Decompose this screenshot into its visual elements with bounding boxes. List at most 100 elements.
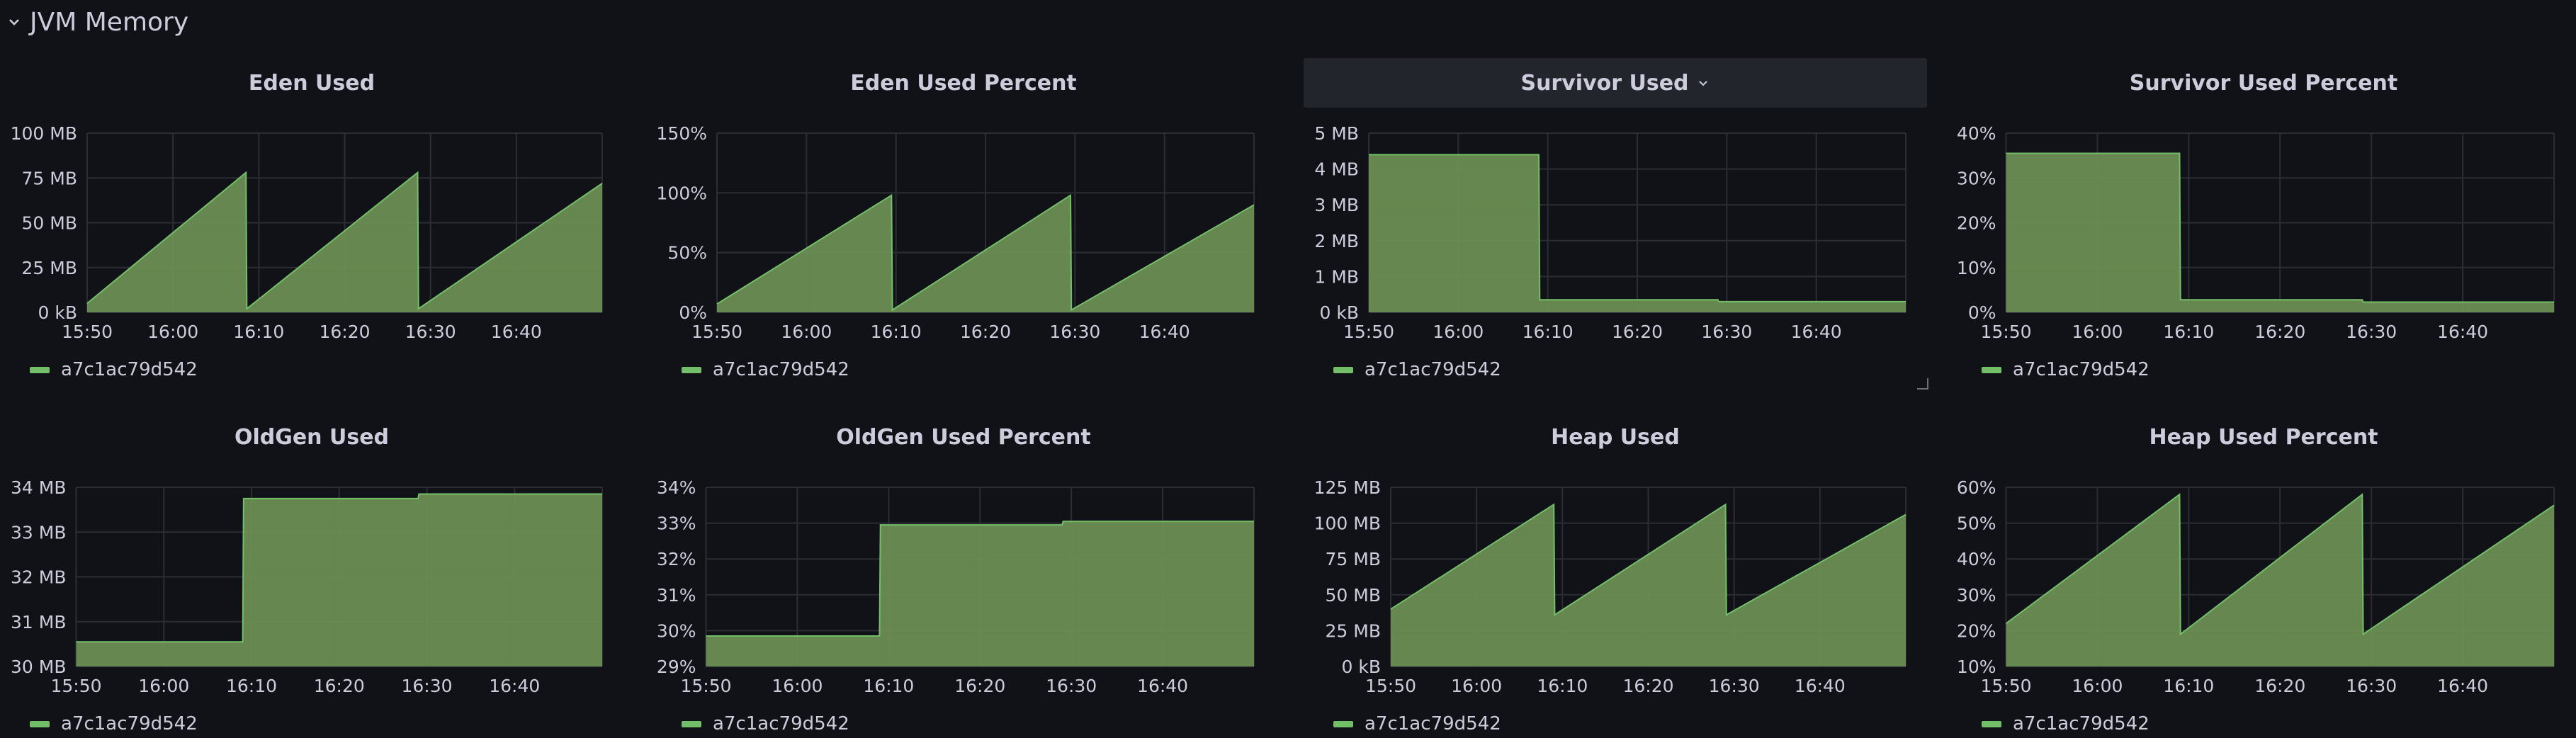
x-tick-label: 16:10 <box>2163 676 2214 696</box>
panel-header[interactable]: Eden Used Percent <box>652 58 1275 108</box>
chart-area: 29% 30% 31% 32% 33% 34% 15:50 16:00 16:10 16:20 16… <box>657 477 1255 696</box>
series-line <box>2005 493 2555 636</box>
x-tick-label: 16:00 <box>2072 676 2123 696</box>
panel-eden-used-percent[interactable]: Eden Used Percent 0% 50% 100% 150% 15:50 16:00… <box>652 58 1275 384</box>
series-area <box>706 521 1254 666</box>
series-line <box>76 493 602 643</box>
legend-item[interactable]: a7c1ac79d542 <box>30 359 198 380</box>
x-tick-label: 15:50 <box>691 322 742 342</box>
y-tick-label: 30% <box>1957 168 1996 188</box>
series-area <box>87 172 602 312</box>
chevron-down-icon <box>1698 81 1707 86</box>
x-tick-label: 16:40 <box>1795 676 1846 696</box>
x-tick-label: 16:30 <box>405 322 456 342</box>
legend-label: a7c1ac79d542 <box>2013 713 2150 734</box>
panel-header[interactable]: Heap Used Percent <box>1952 412 2575 462</box>
y-tick-label: 30 MB <box>11 657 66 677</box>
x-tick-label: 16:00 <box>772 676 823 696</box>
x-tick-label: 16:00 <box>1433 322 1484 342</box>
x-tick-label: 16:40 <box>2437 676 2488 696</box>
y-tick-label: 25 MB <box>22 258 77 278</box>
y-tick-label: 34 MB <box>11 477 66 498</box>
panel-header[interactable]: Heap Used <box>1304 412 1927 462</box>
series-area <box>717 195 1254 312</box>
x-tick-label: 16:00 <box>147 322 198 342</box>
x-tick-label: 16:30 <box>1046 676 1097 696</box>
y-tick-label: 30% <box>1957 585 1996 606</box>
panel-heap-used[interactable]: Heap Used 0 kB 25 MB 50 MB 75 MB 100 MB 125 MB… <box>1304 412 1927 738</box>
x-tick-label: 16:10 <box>871 322 922 342</box>
panel-header[interactable]: Survivor Used <box>1304 58 1927 108</box>
legend-item[interactable]: a7c1ac79d542 <box>682 359 849 380</box>
panel-survivor-used[interactable]: Survivor Used 0 kB 1 MB 2 MB 3 MB 4 MB 5 MB 15:… <box>1304 58 1928 390</box>
legend-item[interactable]: a7c1ac79d542 <box>30 713 198 734</box>
x-tick-label: 16:20 <box>2254 322 2305 342</box>
series-area <box>76 494 602 666</box>
series-line <box>716 193 1255 312</box>
y-tick-label: 20% <box>1957 620 1996 641</box>
chart-area: 0 kB 1 MB 2 MB 3 MB 4 MB 5 MB 15:50 16:00 16:10 1… <box>1314 123 1906 342</box>
legend-item[interactable]: a7c1ac79d542 <box>1333 713 1501 734</box>
panel-title: Eden Used Percent <box>850 70 1077 96</box>
x-tick-label: 15:50 <box>62 322 113 342</box>
x-tick-label: 16:10 <box>226 676 277 696</box>
legend-item[interactable]: a7c1ac79d542 <box>1982 359 2150 380</box>
panel-header[interactable]: OldGen Used <box>0 412 623 462</box>
y-tick-label: 40% <box>1957 123 1996 144</box>
resize-handle-icon[interactable] <box>1917 378 1928 390</box>
legend-label: a7c1ac79d542 <box>2013 359 2150 380</box>
y-tick-label: 33 MB <box>11 522 66 543</box>
panel-title: Survivor Used <box>1520 70 1689 96</box>
legend-label: a7c1ac79d542 <box>713 713 849 734</box>
x-tick-label: 16:40 <box>1791 322 1842 342</box>
y-tick-label: 32% <box>657 549 696 569</box>
x-tick-label: 15:50 <box>1343 322 1394 342</box>
chart-area: 0 kB 25 MB 50 MB 75 MB 100 MB 125 MB 15:50 16:0… <box>1314 477 1906 696</box>
legend-item[interactable]: a7c1ac79d542 <box>1333 359 1501 380</box>
panel-header[interactable]: Survivor Used Percent <box>1952 58 2575 108</box>
y-tick-label: 1 MB <box>1314 266 1359 287</box>
x-tick-label: 16:40 <box>491 322 542 342</box>
y-tick-label: 31% <box>657 585 696 606</box>
series-area <box>2006 494 2554 666</box>
legend-item[interactable]: a7c1ac79d542 <box>682 713 849 734</box>
panel-oldgen-used-percent[interactable]: OldGen Used Percent 29% 30% 31% 32% 33% 34% 15:… <box>652 412 1275 738</box>
y-tick-label: 3 MB <box>1314 195 1359 215</box>
x-tick-label: 16:30 <box>2346 322 2397 342</box>
panel-header[interactable]: OldGen Used Percent <box>652 412 1275 462</box>
x-tick-label: 16:10 <box>233 322 284 342</box>
chevron-down-icon <box>9 19 19 25</box>
panel-survivor-used-percent[interactable]: Survivor Used Percent 0% 10% 20% 30% 40% 15:50… <box>1952 58 2575 384</box>
legend-label: a7c1ac79d542 <box>713 359 849 380</box>
chart-area: 0% 10% 20% 30% 40% 15:50 16:00 16:10 16:20 16:30 1… <box>1957 123 2555 342</box>
x-tick-label: 16:10 <box>1523 322 1574 342</box>
y-tick-label: 31 MB <box>11 612 66 632</box>
chart-area: 0% 50% 100% 150% 15:50 16:00 16:10 16:20 16:30 16… <box>657 123 1255 342</box>
row-header-jvm-memory[interactable]: JVM Memory <box>0 0 188 44</box>
x-tick-label: 16:40 <box>489 676 540 696</box>
x-tick-label: 16:30 <box>1049 322 1100 342</box>
panel-eden-used[interactable]: Eden Used 0 kB 25 MB 50 MB 75 MB 100 MB 15:50 1… <box>0 58 623 384</box>
y-tick-label: 10% <box>1957 258 1996 278</box>
y-tick-label: 125 MB <box>1314 477 1381 498</box>
legend-swatch <box>682 366 701 373</box>
y-tick-label: 29% <box>657 657 696 677</box>
y-tick-label: 10% <box>1957 657 1996 677</box>
panel-title: Survivor Used Percent <box>2129 70 2398 96</box>
x-tick-label: 16:40 <box>1137 676 1188 696</box>
series-line <box>706 521 1254 637</box>
y-tick-label: 40% <box>1957 549 1996 569</box>
y-tick-label: 150% <box>657 123 707 144</box>
panel-title: Heap Used Percent <box>2149 424 2378 450</box>
legend-label: a7c1ac79d542 <box>61 713 198 734</box>
y-tick-label: 2 MB <box>1314 231 1359 251</box>
x-tick-label: 16:20 <box>954 676 1005 696</box>
series-line <box>1369 154 1906 302</box>
panel-header[interactable]: Eden Used <box>0 58 623 108</box>
panel-oldgen-used[interactable]: OldGen Used 30 MB 31 MB 32 MB 33 MB 34 MB 15:5… <box>0 412 623 738</box>
legend-label: a7c1ac79d542 <box>1365 713 1501 734</box>
legend-item[interactable]: a7c1ac79d542 <box>1982 713 2150 734</box>
y-tick-label: 0 kB <box>1320 302 1359 323</box>
x-tick-label: 16:40 <box>1139 322 1190 342</box>
panel-heap-used-percent[interactable]: Heap Used Percent 10% 20% 30% 40% 50% 60% 15:50… <box>1952 412 2575 738</box>
